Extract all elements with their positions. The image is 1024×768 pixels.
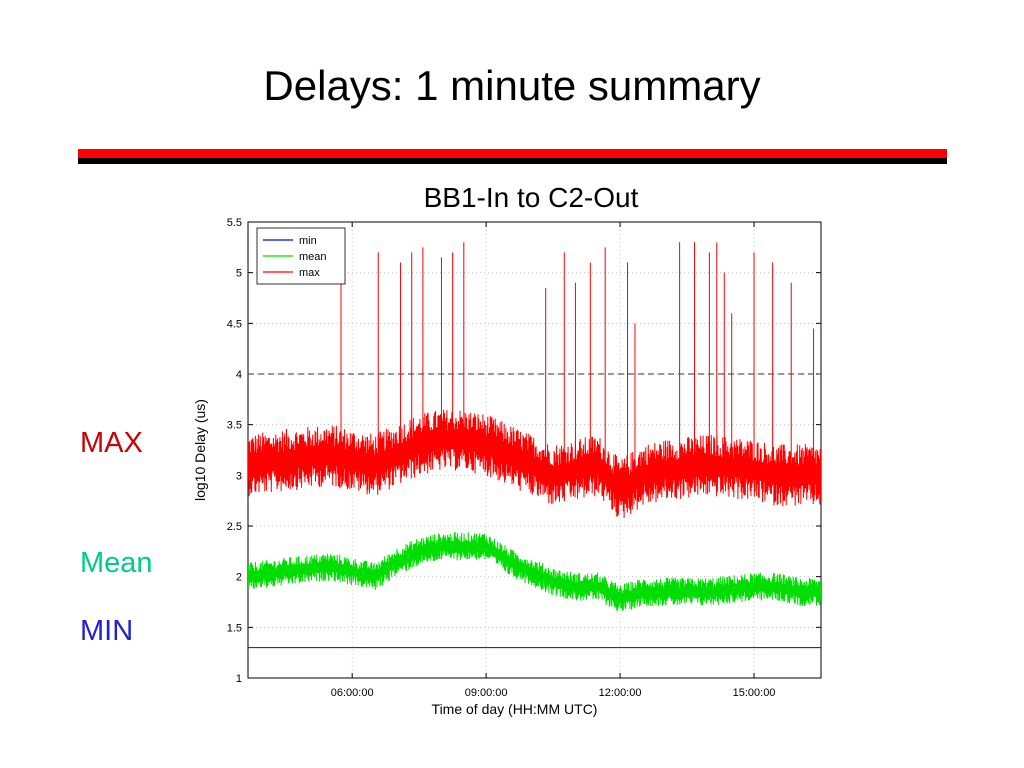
side-label-max: MAX — [80, 427, 143, 459]
x-tick-label: 15:00:00 — [733, 687, 776, 699]
side-label-min: MIN — [80, 615, 134, 647]
x-tick-label: 09:00:00 — [465, 687, 508, 699]
y-tick-label: 4 — [236, 369, 242, 381]
y-tick-label: 3 — [236, 470, 242, 482]
legend-label-mean: mean — [299, 251, 327, 263]
title-divider-black — [78, 158, 947, 164]
y-tick-label: 2.5 — [227, 521, 242, 533]
x-tick-label: 06:00:00 — [331, 687, 374, 699]
title-divider-red — [78, 149, 947, 158]
y-tick-label: 5.5 — [227, 217, 242, 229]
y-tick-label: 2 — [236, 572, 242, 584]
series-max-band — [248, 409, 821, 518]
side-label-mean: Mean — [80, 547, 153, 579]
series-mean-band — [248, 532, 821, 611]
y-tick-label: 5 — [236, 268, 242, 280]
slide-title: Delays: 1 minute summary — [263, 62, 761, 109]
legend-label-min: min — [299, 235, 317, 247]
delay-chart: 1 1.5 2 2.5 3 3.5 4 4.5 5 5.5 06:00:00 09:00:00 12:0… — [192, 217, 822, 717]
y-tick-label: 1 — [236, 673, 242, 685]
x-tick-label: 12:00:00 — [599, 687, 642, 699]
y-tick-label: 3.5 — [227, 420, 242, 432]
chart-title: BB1-In to C2-Out — [386, 178, 676, 218]
y-axis-label: log10 Delay (us) — [192, 399, 208, 501]
legend-label-max: max — [299, 267, 320, 279]
x-axis-label: Time of day (HH:MM UTC) — [432, 701, 598, 717]
y-tick-label: 1.5 — [227, 622, 242, 634]
y-tick-label: 4.5 — [227, 318, 242, 330]
